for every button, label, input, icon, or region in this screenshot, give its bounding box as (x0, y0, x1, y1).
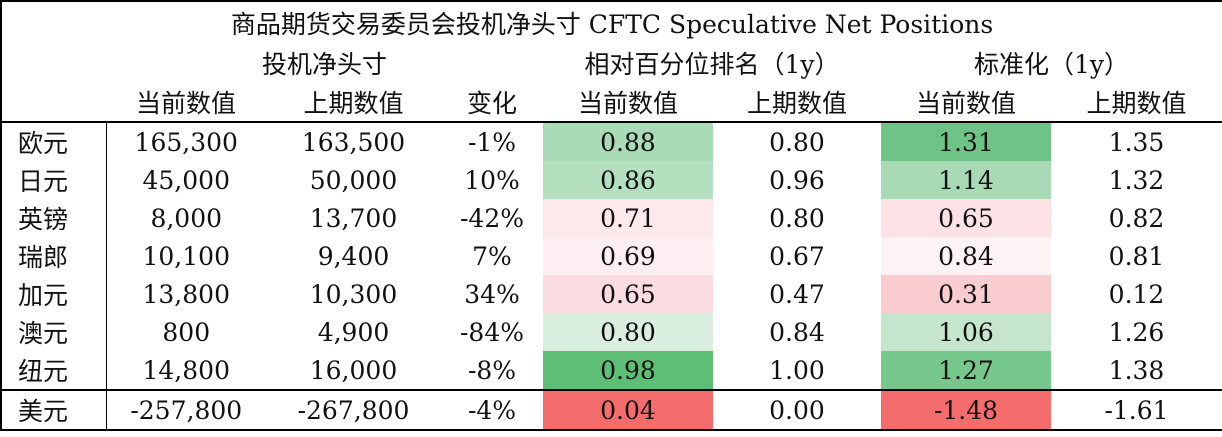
value-cell: 0.98 (543, 351, 713, 390)
value-cell: 50,000 (309, 165, 398, 195)
value-cell: 13,700 (309, 203, 398, 233)
value-cell: -1.61 (1051, 389, 1222, 431)
value-cell: -267,800 (266, 389, 441, 431)
value-cell: 0.65 (543, 275, 713, 313)
row-label: 加元 (0, 275, 107, 313)
value-cell: 0.82 (1051, 199, 1222, 237)
row-label: 纽元 (0, 351, 107, 390)
value-cell: 0.96 (769, 165, 825, 195)
table-row: 投机净头寸 相对百分位排名（1y） 标准化（1y） (0, 43, 1222, 82)
value-cell: -1% (467, 127, 517, 157)
value-cell: 0.80 (769, 203, 825, 233)
row-label: 美元 (0, 389, 107, 431)
value-cell: -42% (459, 203, 524, 233)
value-cell: 0.81 (1051, 237, 1222, 275)
table-row: 澳元 800 4,900 -84% 0.80 0.84 1.06 1.26 (0, 313, 1222, 351)
blank-cell (0, 43, 106, 82)
value-cell: 16,000 (309, 355, 398, 385)
value-cell: 1.35 (1051, 122, 1222, 161)
table-row: 美元 -257,800 -267,800 -4% 0.04 0.00 -1.48 -1.61 (0, 389, 1222, 431)
value-cell: 0.31 (881, 275, 1051, 313)
row-label: 英镑 (0, 199, 107, 237)
value-cell: 0.86 (543, 161, 713, 199)
value-cell: 165,300 (134, 127, 238, 157)
group-header: 相对百分位排名（1y） (584, 49, 840, 79)
table-row: 日元 45,000 50,000 10% 0.86 0.96 1.14 1.32 (0, 161, 1222, 199)
value-cell: 800 (162, 317, 211, 347)
value-cell: 1.32 (1051, 161, 1222, 199)
column-header: 上期数值 (266, 82, 441, 123)
table-row: 当前数值 上期数值 变化 当前数值 上期数值 当前数值 上期数值 (0, 82, 1222, 123)
value-cell: 0.00 (713, 389, 881, 431)
column-header: 上期数值 (1051, 82, 1222, 123)
value-cell: 0.84 (881, 237, 1051, 275)
value-cell: 1.00 (769, 355, 825, 385)
table-row: 欧元 165,300 163,500 -1% 0.88 0.80 1.31 1.35 (0, 122, 1222, 161)
blank-cell (0, 82, 106, 123)
value-cell: 10% (464, 165, 520, 195)
column-header: 当前数值 (106, 82, 266, 123)
value-cell: 1.31 (881, 122, 1051, 161)
value-cell: -1.48 (881, 389, 1051, 431)
row-label: 日元 (0, 161, 107, 199)
row-label: 澳元 (0, 313, 107, 351)
value-cell: 13,800 (142, 279, 230, 309)
value-cell: 0.80 (769, 127, 825, 157)
value-cell: 163,500 (301, 127, 406, 157)
group-header: 投机净头寸 (261, 49, 387, 79)
table-row: 英镑 8,000 13,700 -42% 0.71 0.80 0.65 0.82 (0, 199, 1222, 237)
value-cell: 10,300 (309, 279, 398, 309)
value-cell: 0.47 (769, 279, 825, 309)
column-header: 当前数值 (543, 82, 713, 123)
value-cell: 0.69 (543, 237, 713, 275)
value-cell: 0.80 (543, 313, 713, 351)
value-cell: 0.71 (543, 199, 713, 237)
value-cell: 34% (464, 279, 520, 309)
value-cell: 0.67 (769, 241, 825, 271)
value-cell: 9,400 (317, 241, 390, 271)
value-cell: -84% (459, 317, 524, 347)
value-cell: 8,000 (150, 203, 223, 233)
value-cell: 7% (472, 241, 512, 271)
row-label: 欧元 (0, 122, 107, 161)
value-cell: 1.14 (881, 161, 1051, 199)
value-cell: 4,900 (317, 317, 390, 347)
column-header: 当前数值 (881, 82, 1051, 123)
table-row: 瑞郎 10,100 9,400 7% 0.69 0.67 0.84 0.81 (0, 237, 1222, 275)
value-cell: 0.65 (881, 199, 1051, 237)
value-cell: -4% (441, 389, 543, 431)
table-row: 商品期货交易委员会投机净头寸 CFTC Speculative Net Posi… (0, 0, 1222, 43)
value-cell: 10,100 (142, 241, 230, 271)
value-cell: -8% (467, 355, 517, 385)
row-label: 瑞郎 (0, 237, 107, 275)
table-row: 纽元 14,800 16,000 -8% 0.98 1.00 1.27 1.38 (0, 351, 1222, 390)
value-cell: 1.26 (1051, 313, 1222, 351)
value-cell: 0.04 (543, 389, 713, 431)
value-cell: -257,800 (106, 389, 266, 431)
value-cell: 1.27 (881, 351, 1051, 390)
value-cell: 1.38 (1051, 351, 1222, 390)
value-cell: 0.12 (1051, 275, 1222, 313)
value-cell: 14,800 (142, 355, 230, 385)
table-title: 商品期货交易委员会投机净头寸 CFTC Speculative Net Posi… (0, 0, 1222, 43)
value-cell: 1.06 (881, 313, 1051, 351)
column-header: 变化 (441, 82, 543, 123)
value-cell: 45,000 (142, 165, 230, 195)
value-cell: 0.84 (769, 317, 825, 347)
table-row: 加元 13,800 10,300 34% 0.65 0.47 0.31 0.12 (0, 275, 1222, 313)
value-cell: 0.88 (543, 122, 713, 161)
group-header: 标准化（1y） (881, 43, 1222, 82)
column-header: 上期数值 (713, 82, 881, 123)
